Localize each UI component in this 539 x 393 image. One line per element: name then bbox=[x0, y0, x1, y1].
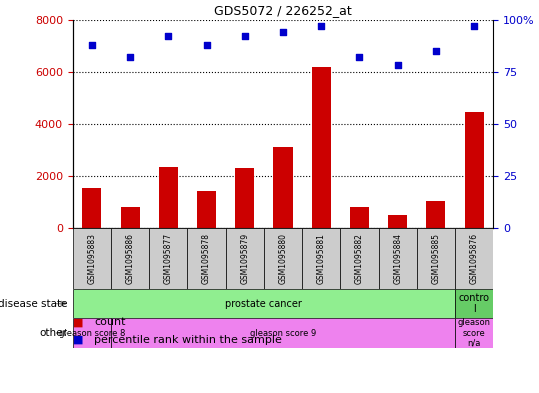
Text: ■: ■ bbox=[73, 335, 83, 345]
Text: GSM1095885: GSM1095885 bbox=[431, 233, 440, 284]
Point bbox=[355, 54, 364, 60]
Text: GSM1095876: GSM1095876 bbox=[469, 233, 479, 284]
Point bbox=[126, 54, 134, 60]
Point bbox=[240, 33, 249, 39]
Text: percentile rank within the sample: percentile rank within the sample bbox=[94, 335, 282, 345]
Bar bbox=[111, 318, 455, 348]
Bar bbox=[388, 215, 407, 228]
Text: contro
l: contro l bbox=[459, 293, 489, 314]
Bar bbox=[73, 318, 111, 348]
Text: GSM1095883: GSM1095883 bbox=[87, 233, 96, 284]
Text: other: other bbox=[39, 328, 67, 338]
Title: GDS5072 / 226252_at: GDS5072 / 226252_at bbox=[214, 4, 352, 17]
Bar bbox=[82, 187, 101, 228]
Bar bbox=[121, 207, 140, 228]
Bar bbox=[188, 228, 226, 289]
Bar bbox=[235, 168, 254, 228]
Text: GSM1095879: GSM1095879 bbox=[240, 233, 249, 284]
Text: GSM1095880: GSM1095880 bbox=[279, 233, 287, 284]
Bar bbox=[455, 289, 493, 318]
Text: gleason
score
n/a: gleason score n/a bbox=[458, 318, 490, 348]
Text: prostate cancer: prostate cancer bbox=[225, 299, 302, 309]
Point bbox=[202, 42, 211, 48]
Text: GSM1095882: GSM1095882 bbox=[355, 233, 364, 284]
Text: GSM1095886: GSM1095886 bbox=[126, 233, 135, 284]
Bar bbox=[350, 207, 369, 228]
Text: gleason score 9: gleason score 9 bbox=[250, 329, 316, 338]
Bar bbox=[159, 167, 178, 228]
Text: GSM1095884: GSM1095884 bbox=[393, 233, 402, 284]
Bar bbox=[197, 191, 216, 228]
Bar bbox=[455, 228, 493, 289]
Text: ■: ■ bbox=[73, 317, 83, 327]
Point bbox=[470, 23, 479, 29]
Text: disease state: disease state bbox=[0, 299, 67, 309]
Bar bbox=[340, 228, 378, 289]
Bar bbox=[273, 147, 293, 228]
Bar bbox=[149, 228, 188, 289]
Text: gleason score 8: gleason score 8 bbox=[59, 329, 125, 338]
Point bbox=[279, 29, 287, 35]
Point bbox=[432, 48, 440, 54]
Bar bbox=[378, 228, 417, 289]
Bar bbox=[312, 66, 331, 228]
Text: GSM1095881: GSM1095881 bbox=[317, 233, 326, 284]
Bar bbox=[264, 228, 302, 289]
Point bbox=[87, 42, 96, 48]
Text: count: count bbox=[94, 317, 126, 327]
Point bbox=[317, 23, 326, 29]
Text: GSM1095877: GSM1095877 bbox=[164, 233, 173, 284]
Bar bbox=[226, 228, 264, 289]
Point bbox=[164, 33, 172, 39]
Text: GSM1095878: GSM1095878 bbox=[202, 233, 211, 284]
Point bbox=[393, 62, 402, 69]
Bar bbox=[111, 228, 149, 289]
Bar bbox=[465, 112, 483, 228]
Bar bbox=[426, 200, 445, 228]
Bar bbox=[417, 228, 455, 289]
Bar bbox=[73, 228, 111, 289]
Bar bbox=[455, 318, 493, 348]
Bar bbox=[302, 228, 340, 289]
